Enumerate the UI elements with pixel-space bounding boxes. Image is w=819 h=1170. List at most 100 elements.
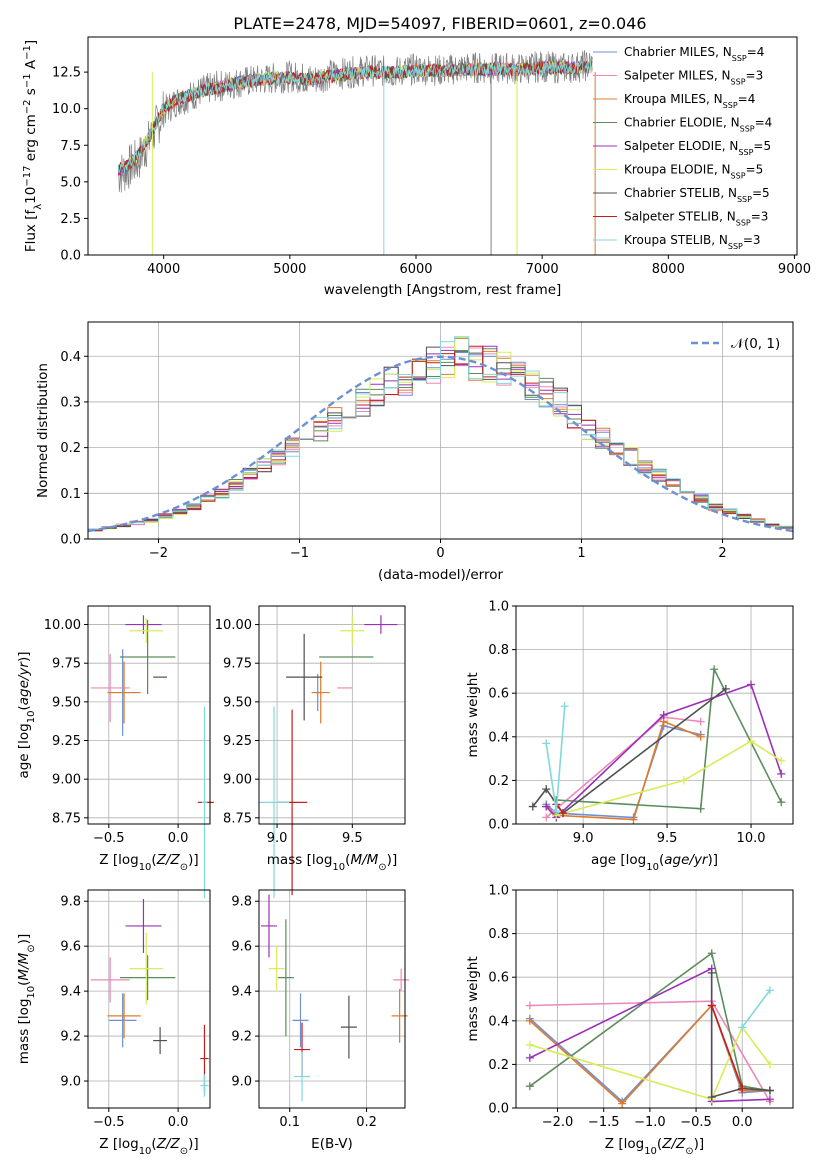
axes-frame [87,605,211,825]
errorbar-point [268,946,285,992]
y-tick-label: 9.2 [231,1030,252,1045]
weight-marker [696,732,705,741]
y-axis-label: age [log10(age/yr)] [16,651,37,778]
y-tick-label: 0.6 [488,971,509,986]
y-tick-label: 9.8 [60,895,81,910]
errorbar-point [364,615,398,634]
errorbar-point [119,619,176,695]
y-tick-label: 8.75 [223,811,252,826]
panel-mass-vs-EBV: 0.1 0.2 9.0 9.2 9.4 9.6 9.8 E(B-V) [231,889,410,1152]
weight-marker [696,804,705,813]
y-tick-label: 0.4 [488,1014,509,1029]
weight-marker [707,1001,716,1010]
x-tick-label: −0.5 [93,831,125,846]
y-tick-label: 9.4 [231,985,252,1000]
y-tick-label: 9.50 [52,695,81,710]
legend-entry: Chabrier MILES, NSSP=4 [624,45,764,63]
legend-entry: Kroupa STELIB, NSSP=3 [624,233,761,251]
weight-marker [765,1060,774,1069]
y-tick-label: 0.0 [488,818,509,833]
y-tick-label: 9.2 [60,1030,81,1045]
y-tick-label: 8.75 [52,811,81,826]
weight-marker [659,711,668,719]
weight-marker [525,1082,534,1091]
y-tick-label: 1.0 [488,600,509,615]
errorbar-point [311,661,330,724]
weight-marker [707,968,716,977]
x-axis-label: age [log10(age/yr)] [591,852,718,873]
x-tick-label: 1 [577,546,585,561]
weight-marker [765,986,774,995]
weight-line-kroupa-stelib [741,989,771,1028]
weight-line-kroupa-stelib [545,706,566,812]
y-tick-label: 9.25 [223,734,252,749]
y-tick-label: 9.6 [231,940,252,955]
axes-frame [515,889,794,1109]
errorbar-point [292,993,309,1048]
weight-marker [707,1093,716,1102]
y-tick-label: 7.5 [60,139,81,154]
errorbar-point [108,993,137,1048]
weight-line-kroupa-elodie [529,1025,771,1101]
y-tick-label: 9.25 [52,734,81,749]
weight-marker [618,1099,627,1108]
weight-marker [765,1086,774,1095]
errorbar-point [294,1051,311,1102]
errorbar-point [277,919,294,1037]
weight-marker [542,813,551,822]
errorbar-point [340,995,357,1059]
y-tick-label: 0.2 [488,774,509,789]
axes-frame [87,889,211,1109]
x-tick-label: −0.5 [93,1115,125,1130]
weight-marker [525,1040,534,1049]
x-tick-label: −2.0 [542,1115,574,1130]
y-tick-label: 1.0 [488,884,509,899]
y-tick-label: 10.00 [44,618,81,633]
y-tick-label: 9.4 [60,985,81,1000]
errorbar-point [340,615,365,647]
weight-marker [710,665,719,674]
weight-line-salpeter-stelib [710,1005,743,1089]
y-tick-label: 9.00 [52,773,81,788]
y-tick-label: 9.00 [223,773,252,788]
errorbar-point [286,633,323,721]
y-tick-label: 10.00 [215,618,252,633]
y-tick-label: 9.8 [231,895,252,910]
y-axis-label: mass weight [465,956,481,1041]
weight-marker [542,739,551,748]
y-tick-label: 0.8 [488,643,509,658]
x-tick-label: −2 [149,546,168,561]
weight-marker [552,806,561,815]
y-tick-label: 0.6 [488,687,509,702]
panel-massweight-vs-Z: −2.0 −1.5 −1.0 −0.5 0.0 0.0 0.2 0.4 0.6 0.8 1.0 Z [… [465,884,794,1157]
x-tick-label: 2 [718,546,726,561]
axes-frame [258,889,406,1109]
x-tick-label: −0.5 [680,1115,712,1130]
legend-entry: Kroupa MILES, NSSP=4 [624,92,755,110]
y-axis-label: mass [log10(M/M⊙)] [16,934,37,1064]
legend-entry: Salpeter MILES, NSSP=3 [624,69,763,87]
x-tick-label: 9.0 [267,831,288,846]
legend-entry: Salpeter ELODIE, NSSP=5 [624,139,771,157]
weight-marker [747,737,756,746]
x-tick-label: 9000 [778,262,811,277]
weight-marker [738,1023,747,1032]
errorbar-point [201,706,208,899]
x-tick-label: 0.2 [356,1115,377,1130]
legend-entry: Chabrier ELODIE, NSSP=4 [624,116,772,134]
residual-histogram-kroupa-stelib [88,336,793,530]
errorbar-point [90,653,130,722]
y-tick-label: 0.2 [488,1058,509,1073]
y-tick-label: 0.0 [60,249,81,264]
y-tick-label: 9.50 [223,695,252,710]
y-tick-label: 9.6 [60,940,81,955]
spectrum-legend: Chabrier MILES, NSSP=4 Salpeter MILES, NS… [593,45,772,251]
errorbar-point [260,894,277,958]
axes-frame [258,605,406,825]
weight-marker [765,1095,774,1104]
x-tick-label: 0.1 [279,1115,300,1130]
y-axis-label: Normed distribution [35,363,51,498]
weight-marker [777,798,786,807]
errorbar-point [129,618,163,644]
